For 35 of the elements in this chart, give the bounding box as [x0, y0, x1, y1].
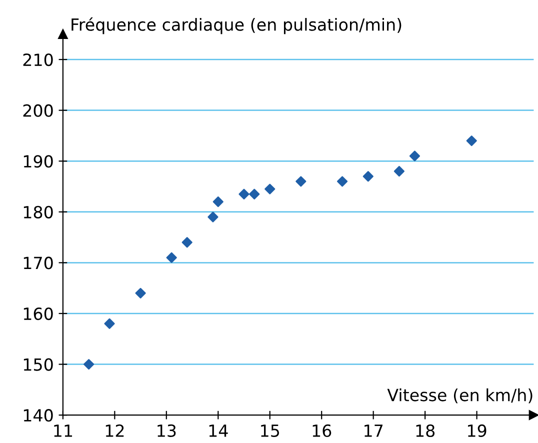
point: [394, 166, 404, 177]
x-tick-label: 11: [54, 424, 72, 437]
y-tick-label: 140: [24, 409, 53, 422]
x-tick-label: 12: [106, 424, 124, 437]
y-axis-title: Fréquence cardiaque (en pulsation/min): [72, 17, 402, 34]
y-tick-label: 170: [24, 256, 53, 270]
x-tick-label: 14: [209, 424, 228, 437]
x-tick-label: 15: [261, 424, 280, 438]
point: [296, 176, 306, 187]
point: [362, 171, 374, 182]
x-tick-label: 17: [364, 424, 383, 437]
x-axis-title: Vitesse (en km/h): [387, 388, 532, 404]
y-tick-label: 190: [24, 155, 53, 168]
point: [466, 135, 477, 146]
point: [84, 358, 94, 370]
x-tick-label: 13: [158, 424, 176, 438]
x-tick-label: 19: [468, 424, 486, 438]
point: [212, 196, 224, 208]
point: [104, 318, 115, 329]
point: [264, 184, 276, 194]
point: [409, 150, 420, 162]
y-tick-label: 200: [23, 104, 53, 117]
y-tick-label: 210: [23, 53, 53, 66]
point: [208, 212, 218, 222]
y-tick-label: 150: [24, 358, 53, 371]
x-tick-label: 16: [312, 424, 332, 438]
y-tick-label: 160: [24, 307, 53, 320]
y-tick-label: 180: [24, 206, 53, 218]
x-tick-label: 18: [416, 424, 435, 438]
point: [238, 188, 250, 200]
point: [182, 237, 192, 248]
point: [166, 252, 177, 263]
point: [249, 188, 260, 200]
point: [135, 288, 146, 298]
point: [336, 176, 348, 187]
